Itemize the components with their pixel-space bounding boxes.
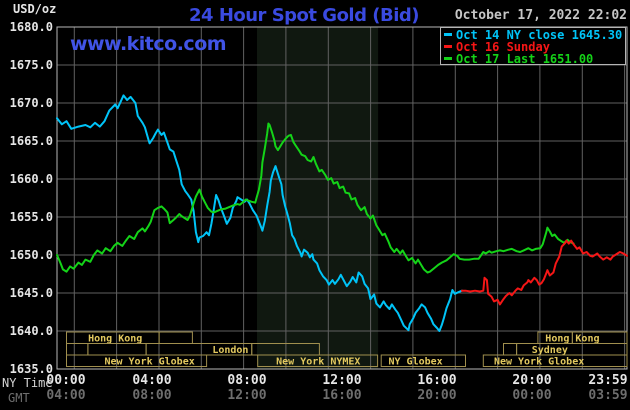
ny-time-tick-label: 23:59 — [588, 373, 628, 388]
unit-label: USD/oz — [13, 2, 57, 16]
y-tick-label: 1650.0 — [9, 248, 53, 262]
ny-time-tick-label: 04:00 — [132, 373, 172, 388]
gmt-tick-label: 16:00 — [322, 388, 362, 403]
gmt-axis-label: GMT — [8, 391, 30, 405]
gmt-tick-label: 12:00 — [227, 388, 267, 403]
ny-time-tick-label: 20:00 — [512, 373, 552, 388]
session-label: Hong Kong — [88, 334, 142, 345]
y-tick-label: 1640.0 — [9, 324, 53, 338]
ny-time-tick-label: 12:00 — [322, 373, 362, 388]
legend-dash-icon — [444, 56, 452, 60]
ny-time-tick-label: 16:00 — [417, 373, 457, 388]
gmt-tick-label: 20:00 — [417, 388, 457, 403]
y-tick-label: 1675.0 — [9, 58, 53, 72]
gmt-tick-label: 00:00 — [512, 388, 552, 403]
chart-datetime: October 17, 2022 22:02 — [454, 8, 627, 23]
kitco-watermark-link[interactable]: www.kitco.com — [70, 33, 227, 55]
y-tick-label: 1680.0 — [9, 20, 53, 34]
price-line-oct16 — [460, 239, 628, 306]
session-box — [482, 354, 628, 367]
session-box — [380, 354, 467, 367]
session-box — [503, 343, 518, 356]
session-box — [257, 354, 379, 367]
legend-item-oct17: Oct 17 Last 1651.00 — [444, 53, 625, 65]
gmt-tick-label: 08:00 — [132, 388, 172, 403]
session-box — [66, 343, 89, 356]
y-tick-label: 1670.0 — [9, 96, 53, 110]
session-label: New York Globex — [104, 357, 194, 368]
legend-dash-icon — [444, 44, 452, 48]
ny-time-axis-label: NY Time — [2, 376, 53, 390]
session-label: NY Globex — [389, 357, 443, 368]
session-label: Hong Kong — [545, 334, 599, 345]
y-tick-label: 1660.0 — [9, 172, 53, 186]
price-line-oct14 — [56, 94, 463, 332]
ny-time-tick-label: 08:00 — [227, 373, 267, 388]
gmt-tick-label: 04:00 — [46, 388, 86, 403]
legend-item-oct14: Oct 14 NY close 1645.30 — [444, 29, 625, 41]
chart-legend: Oct 14 NY close 1645.30 Oct 16 Sunday Oct … — [440, 27, 626, 65]
legend-dash-icon — [444, 32, 452, 36]
y-tick-label: 1645.0 — [9, 286, 53, 300]
legend-label: Oct 16 Sunday — [456, 40, 550, 54]
y-tick-label: 1635.0 — [9, 362, 53, 376]
session-label: New York Globex — [494, 357, 584, 368]
session-box — [158, 331, 193, 344]
session-label: Sydney — [532, 345, 568, 356]
ny-time-tick-label: 00:00 — [46, 373, 86, 388]
plot-frame — [56, 26, 628, 370]
price-line-oct17 — [56, 122, 575, 274]
legend-item-oct16: Oct 16 Sunday — [444, 41, 625, 53]
session-label: New York NYMEX — [276, 357, 360, 368]
legend-label: Oct 17 Last 1651.00 — [456, 52, 594, 66]
nymex-session-band — [257, 27, 379, 369]
y-tick-label: 1655.0 — [9, 210, 53, 224]
legend-label: Oct 14 NY close 1645.30 — [456, 28, 623, 42]
y-tick-label: 1665.0 — [9, 134, 53, 148]
gmt-tick-label: 03:59 — [588, 388, 628, 403]
page-title: 24 Hour Spot Gold (Bid) — [189, 5, 419, 26]
session-box — [66, 354, 208, 367]
session-label: London — [212, 345, 248, 356]
